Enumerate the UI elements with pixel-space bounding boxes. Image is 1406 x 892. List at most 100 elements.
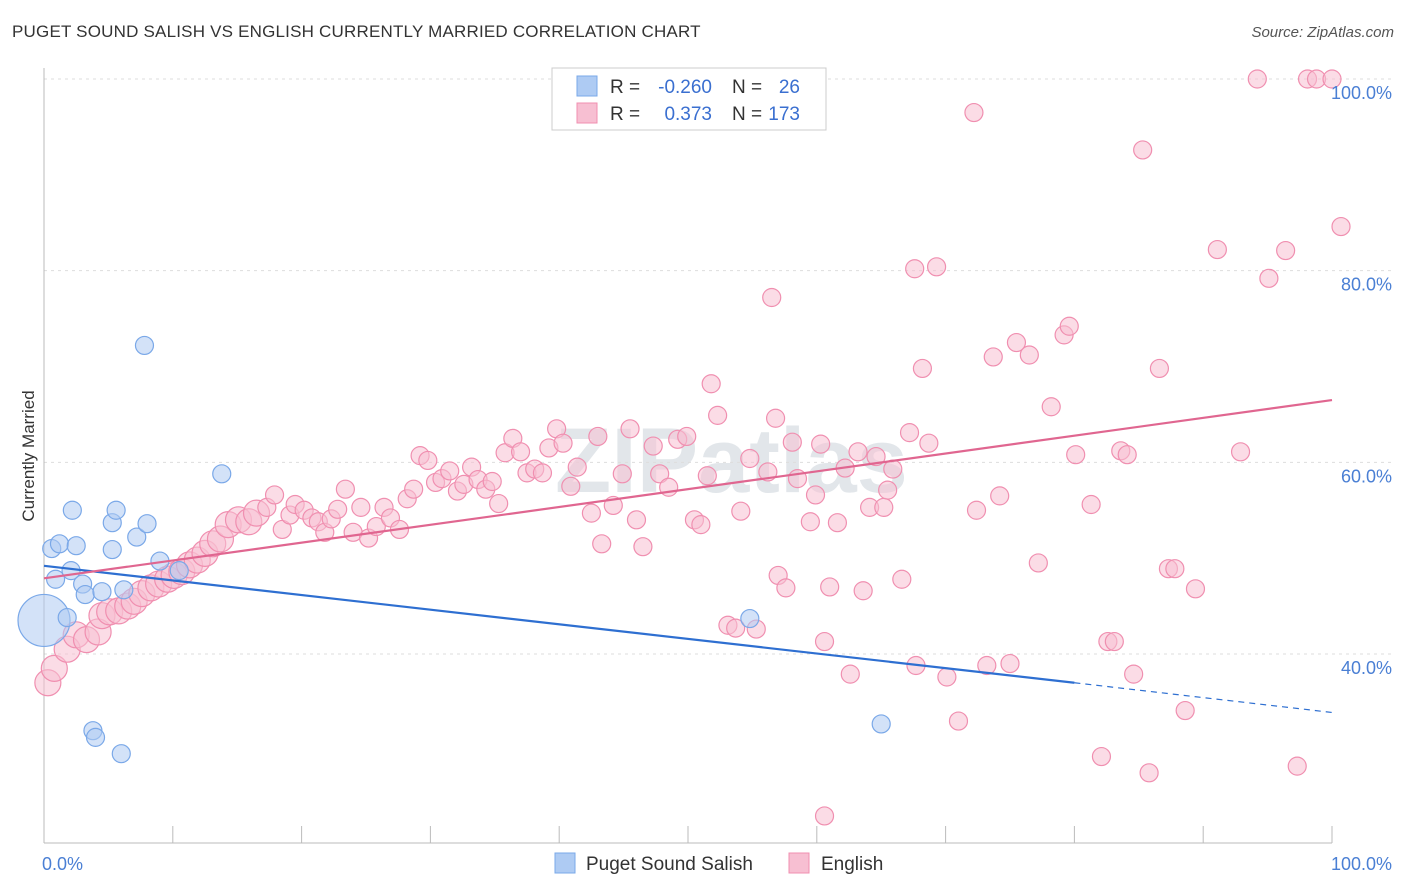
english-point-111 (866, 446, 886, 467)
english-point-72 (592, 534, 612, 554)
english-point-120 (919, 433, 939, 453)
english-point-51 (440, 461, 460, 481)
bottom-legend: Puget Sound Salish English (554, 852, 883, 875)
english-point-70 (581, 503, 602, 523)
english-point-82 (677, 426, 697, 447)
english-point-100 (800, 512, 820, 532)
english-trend-line (43, 398, 1333, 580)
grid (44, 78, 1392, 655)
english-point-46 (404, 479, 424, 499)
english-point-71 (588, 426, 608, 447)
english-point-161 (814, 806, 835, 826)
salish-point-20 (212, 464, 232, 484)
english-point-116 (899, 423, 920, 443)
english-point-97 (776, 578, 796, 598)
english-point-108 (848, 442, 868, 462)
english-point-121 (926, 257, 947, 277)
english-point-105 (827, 513, 848, 533)
english-point-140 (1104, 631, 1124, 652)
english-point-151 (1207, 239, 1227, 260)
english-point-75 (620, 419, 640, 439)
salish-point-19 (169, 561, 189, 581)
english-point-144 (1133, 140, 1153, 160)
y-tick-label-60: 60.0% (1341, 466, 1392, 486)
english-point-123 (948, 711, 969, 731)
english-point-78 (643, 436, 663, 456)
english-point-58 (489, 493, 509, 514)
english-point-142 (1117, 445, 1137, 465)
trend-lines (43, 398, 1333, 714)
legend-n-label-blue: N = (732, 77, 762, 98)
english-point-130 (1006, 332, 1027, 353)
english-point-103 (814, 631, 835, 652)
puget-sound-salish-points (17, 335, 891, 764)
bottom-legend-label-pink: English (821, 854, 883, 875)
legend-n-label-pink: N = (732, 104, 762, 125)
salish-point-14 (114, 580, 134, 600)
english-point-131 (1019, 345, 1039, 365)
english-point-86 (701, 374, 721, 394)
english-point-150 (1185, 579, 1206, 599)
english-point-84 (691, 515, 711, 535)
english-point-154 (1259, 268, 1279, 288)
english-point-155 (1276, 240, 1296, 261)
english-point-136 (1066, 445, 1086, 465)
english-point-107 (840, 664, 860, 684)
english-point-112 (874, 497, 894, 517)
english-point-137 (1081, 494, 1101, 515)
english-point-119 (912, 358, 933, 379)
english-point-79 (650, 464, 670, 484)
english-point-48 (418, 450, 438, 471)
english-point-149 (1175, 700, 1195, 721)
english-point-64 (532, 463, 553, 483)
english-point-91 (740, 448, 760, 469)
bottom-legend-swatch-blue (554, 852, 576, 874)
salish-point-22 (85, 727, 106, 747)
english-point-125 (966, 500, 987, 520)
x-ticks (43, 826, 1333, 843)
english-point-160 (1331, 216, 1351, 237)
english-points (34, 69, 1351, 826)
english-point-67 (553, 433, 573, 453)
legend-r-label-blue: R = (610, 77, 640, 98)
english-point-129 (1000, 653, 1020, 674)
legend-swatch-blue (576, 75, 598, 97)
english-point-74 (612, 464, 632, 484)
english-point-145 (1139, 763, 1159, 783)
salish-point-13 (106, 500, 126, 520)
english-point-90 (731, 501, 751, 521)
salish-point-4 (57, 607, 77, 628)
english-point-77 (633, 537, 653, 557)
source-label: Source: ZipAtlas.com (1251, 24, 1394, 41)
x-tick-label-min: 0.0% (42, 854, 83, 874)
salish-point-16 (137, 514, 157, 534)
english-point-57 (482, 471, 502, 492)
salish-point-9 (75, 584, 95, 605)
english-point-113 (878, 480, 898, 500)
legend-r-label-pink: R = (610, 104, 640, 125)
english-point-117 (905, 259, 925, 279)
english-point-135 (1059, 316, 1079, 336)
salish-point-6 (62, 500, 82, 520)
salish-point-17 (134, 335, 155, 356)
english-point-87 (708, 405, 728, 425)
english-point-95 (765, 408, 786, 428)
english-point-94 (762, 287, 782, 308)
y-tick-label-40: 40.0% (1341, 658, 1392, 678)
english-point-69 (567, 457, 587, 477)
legend-r-value-blue: -0.260 (658, 77, 712, 98)
y-tick-label-100: 100.0% (1331, 83, 1392, 103)
english-point-101 (805, 485, 826, 505)
legend: R = -0.260 N = 26 R = 0.373 N = 173 (551, 67, 827, 131)
english-point-159 (1322, 69, 1342, 89)
english-point-124 (964, 102, 984, 123)
salish-point-10 (92, 582, 112, 602)
english-point-104 (820, 577, 840, 597)
english-point-127 (983, 347, 1003, 367)
salish-point-23 (111, 744, 131, 764)
english-point-36 (328, 499, 348, 519)
english-point-27 (264, 485, 285, 505)
english-point-122 (937, 667, 957, 687)
salish-point-2 (49, 534, 70, 554)
